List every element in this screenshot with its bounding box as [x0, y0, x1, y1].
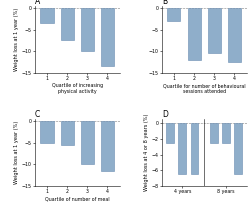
Bar	[208, 8, 221, 53]
Y-axis label: Weight loss at 4 or 8 years (%): Weight loss at 4 or 8 years (%)	[144, 114, 149, 191]
Bar	[101, 8, 114, 66]
Bar	[187, 8, 201, 60]
Bar	[81, 8, 94, 51]
Y-axis label: Weight loss at 1 year (%): Weight loss at 1 year (%)	[14, 121, 19, 184]
Bar	[167, 8, 181, 21]
Bar	[222, 123, 230, 143]
Y-axis label: Weight loss at 1 year (%): Weight loss at 1 year (%)	[14, 8, 19, 71]
Text: B: B	[162, 0, 167, 6]
Text: D: D	[162, 110, 168, 119]
Bar	[101, 121, 114, 171]
Text: A: A	[35, 0, 40, 6]
Bar	[210, 123, 218, 143]
Bar	[190, 123, 198, 174]
Bar	[166, 123, 174, 143]
Bar	[234, 123, 242, 174]
X-axis label: Quartile for number of behavioural
sessions attended: Quartile for number of behavioural sessi…	[163, 83, 246, 94]
Bar	[228, 8, 241, 62]
Text: C: C	[35, 110, 40, 119]
Bar	[40, 121, 54, 143]
Bar	[40, 8, 54, 23]
Bar	[179, 123, 186, 174]
X-axis label: Quartile of number of meal
replacements used: Quartile of number of meal replacements …	[45, 196, 110, 202]
X-axis label: Quartile of increasing
physical activity: Quartile of increasing physical activity	[52, 83, 103, 94]
Bar	[61, 121, 74, 145]
Bar	[61, 8, 74, 40]
Bar	[81, 121, 94, 164]
